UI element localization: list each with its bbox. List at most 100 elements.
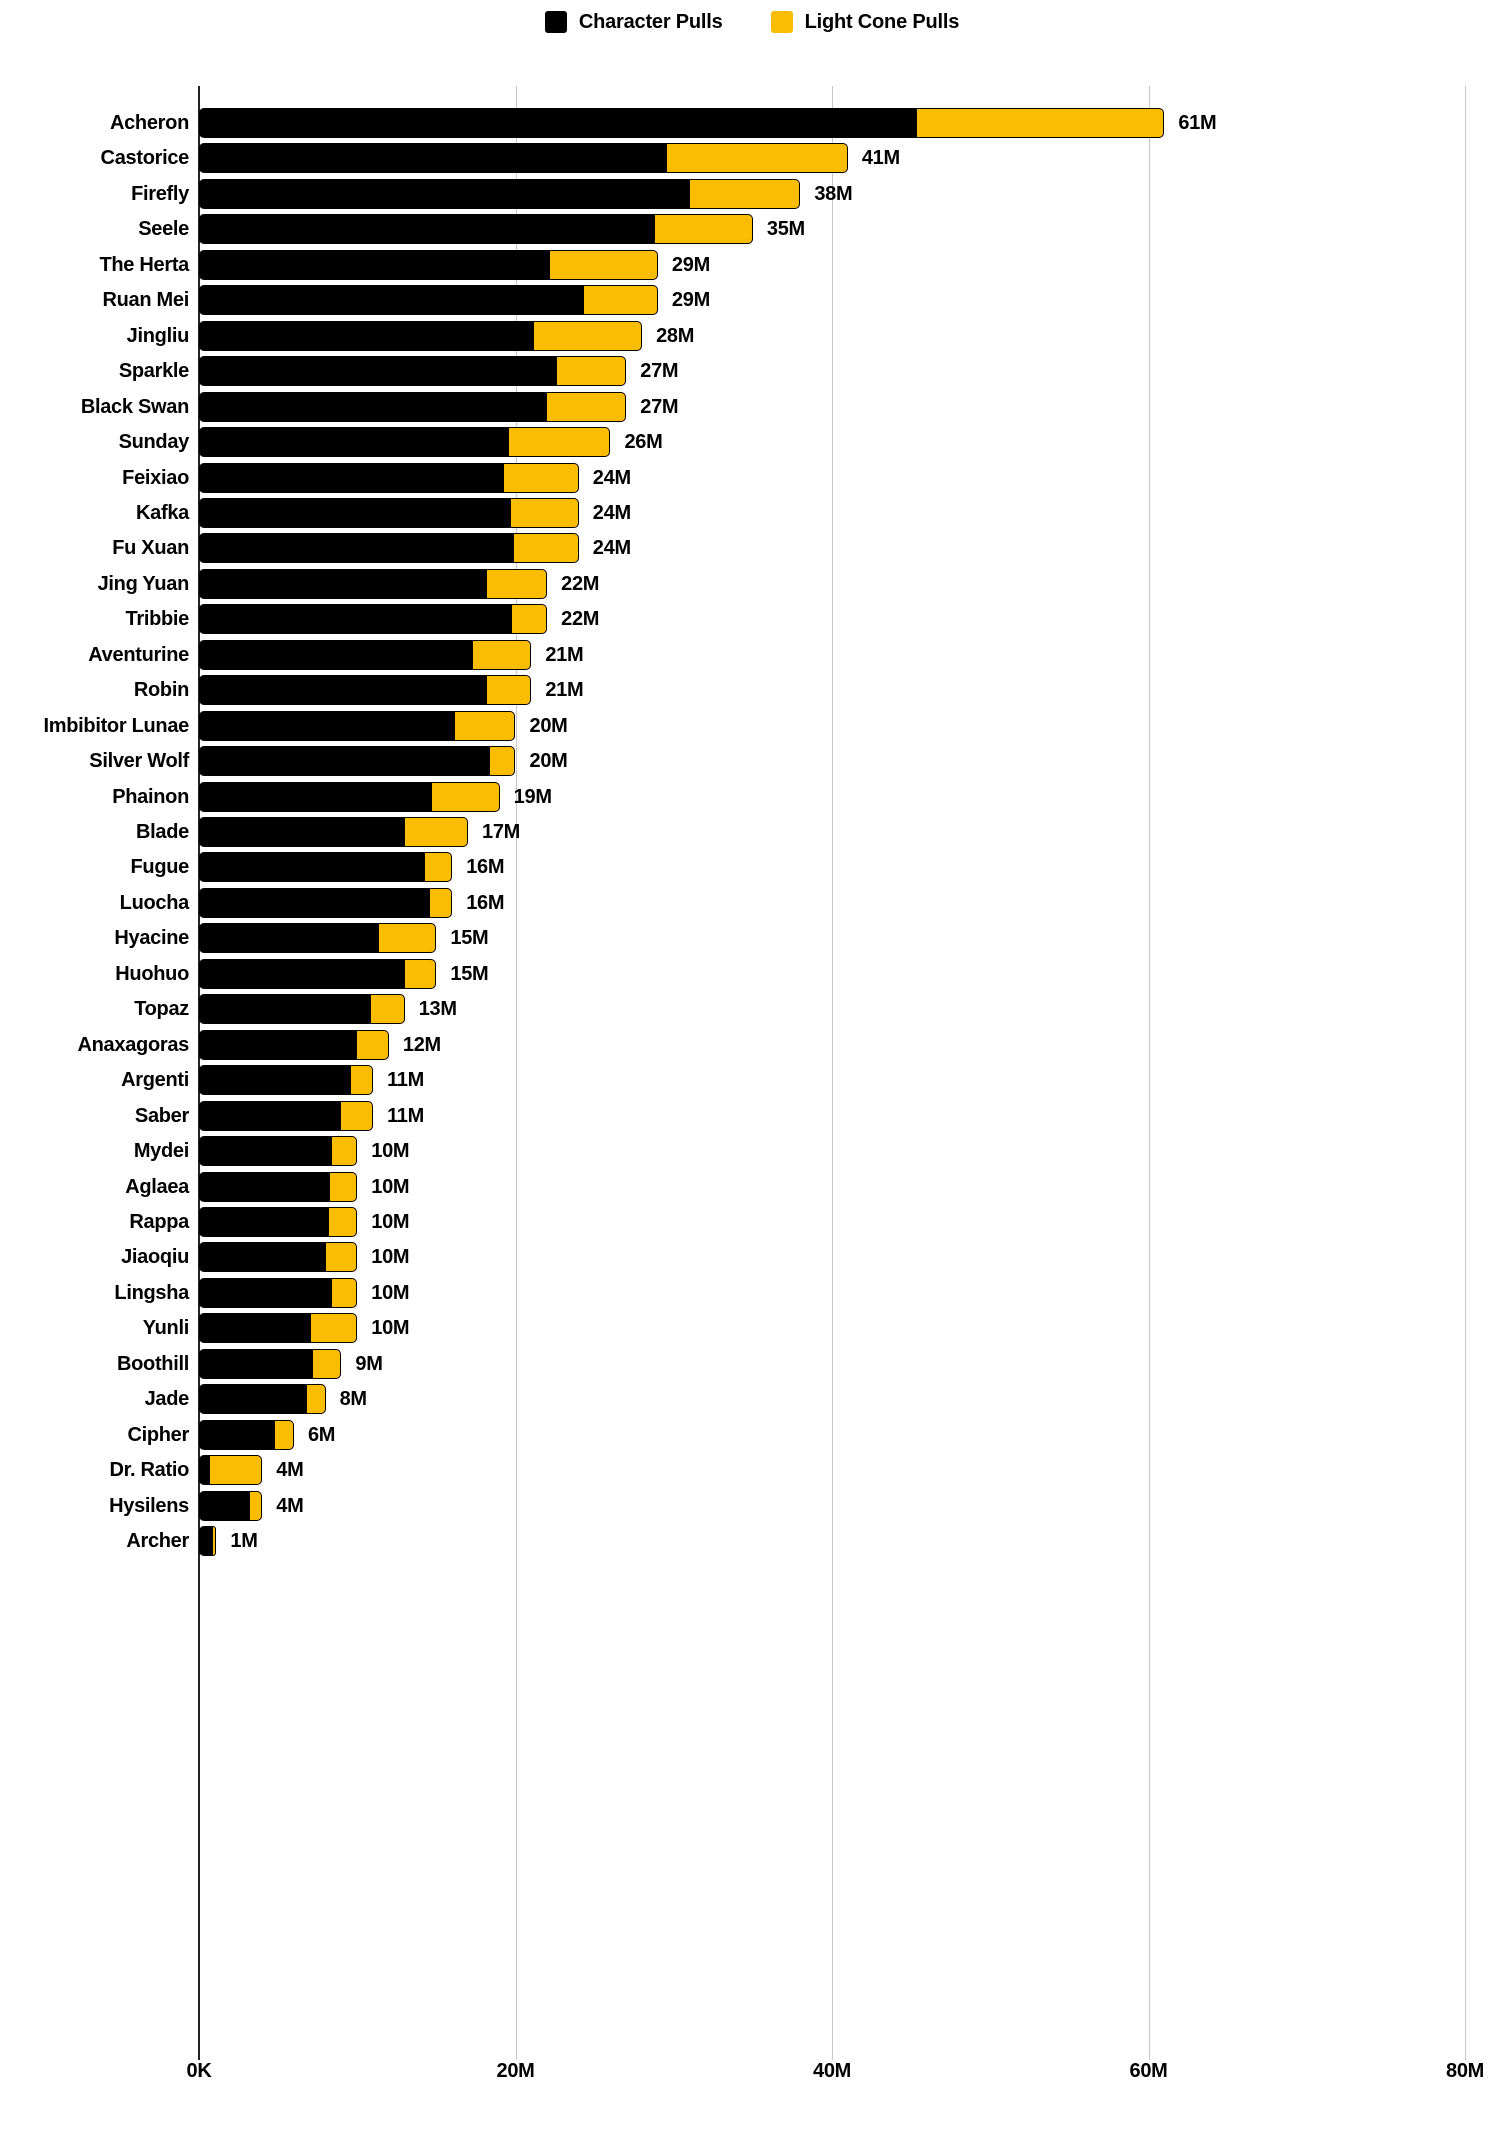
stacked-bar[interactable] — [199, 1490, 263, 1521]
segment-light-cone-pulls[interactable] — [490, 746, 516, 777]
segment-character-pulls[interactable] — [199, 1065, 351, 1096]
stacked-bar[interactable] — [199, 710, 516, 741]
segment-character-pulls[interactable] — [199, 781, 432, 812]
segment-light-cone-pulls[interactable] — [249, 1490, 263, 1521]
segment-light-cone-pulls[interactable] — [510, 497, 579, 528]
segment-character-pulls[interactable] — [199, 1171, 331, 1202]
segment-light-cone-pulls[interactable] — [547, 391, 627, 422]
bar-row[interactable]: Archer 1M — [126, 1526, 1465, 1556]
bar-row[interactable]: Lingsha 10M — [114, 1277, 1465, 1308]
bar-row[interactable]: Blade 17M — [136, 817, 1465, 847]
stacked-bar[interactable] — [199, 781, 500, 812]
stacked-bar[interactable] — [199, 958, 437, 989]
segment-light-cone-pulls[interactable] — [583, 285, 658, 316]
segment-character-pulls[interactable] — [199, 958, 405, 989]
segment-character-pulls[interactable] — [199, 462, 505, 493]
bar-row[interactable]: Tribbie 22M — [126, 604, 1465, 635]
bar-row[interactable]: Sparkle 27M — [119, 356, 1465, 387]
stacked-bar[interactable] — [199, 1242, 358, 1273]
bar-row[interactable]: Boothill 9M — [117, 1348, 1465, 1379]
bar-row[interactable]: Argenti 11M — [121, 1065, 1465, 1096]
bar-row[interactable]: The Herta 29M — [99, 249, 1465, 280]
stacked-bar[interactable] — [199, 533, 579, 564]
stacked-bar[interactable] — [199, 568, 548, 599]
bar-row[interactable]: Black Swan 27M — [81, 391, 1465, 422]
bar-row[interactable]: Imbibitor Lunae 20M — [43, 710, 1465, 741]
segment-light-cone-pulls[interactable] — [917, 108, 1165, 138]
segment-light-cone-pulls[interactable] — [550, 249, 658, 280]
bar-row[interactable]: Seele 35M — [138, 214, 1465, 245]
segment-character-pulls[interactable] — [199, 1526, 214, 1556]
segment-character-pulls[interactable] — [199, 320, 535, 351]
segment-character-pulls[interactable] — [199, 852, 426, 883]
segment-light-cone-pulls[interactable] — [556, 356, 627, 387]
stacked-bar[interactable] — [199, 1065, 374, 1096]
stacked-bar[interactable] — [199, 214, 753, 245]
bar-row[interactable]: Luocha 16M — [120, 887, 1465, 918]
segment-character-pulls[interactable] — [199, 1419, 275, 1450]
bar-row[interactable]: Sunday 26M — [119, 427, 1465, 458]
segment-character-pulls[interactable] — [199, 249, 551, 280]
segment-light-cone-pulls[interactable] — [431, 781, 500, 812]
segment-light-cone-pulls[interactable] — [311, 1313, 358, 1344]
segment-light-cone-pulls[interactable] — [487, 568, 548, 599]
bar-row[interactable]: Dr. Ratio 4M — [109, 1455, 1465, 1486]
segment-light-cone-pulls[interactable] — [330, 1171, 358, 1202]
segment-light-cone-pulls[interactable] — [430, 887, 453, 918]
segment-character-pulls[interactable] — [199, 568, 487, 599]
stacked-bar[interactable] — [199, 1100, 374, 1131]
bar-row[interactable]: Fugue 16M — [131, 852, 1465, 883]
segment-character-pulls[interactable] — [199, 1029, 358, 1060]
bar-row[interactable]: Firefly 38M — [131, 178, 1465, 209]
segment-light-cone-pulls[interactable] — [341, 1100, 374, 1131]
segment-light-cone-pulls[interactable] — [350, 1065, 374, 1096]
segment-light-cone-pulls[interactable] — [472, 639, 532, 670]
stacked-bar[interactable] — [199, 639, 532, 670]
segment-light-cone-pulls[interactable] — [504, 462, 579, 493]
segment-light-cone-pulls[interactable] — [513, 533, 579, 564]
segment-light-cone-pulls[interactable] — [306, 1384, 326, 1415]
segment-character-pulls[interactable] — [199, 1136, 332, 1167]
segment-character-pulls[interactable] — [199, 1100, 342, 1131]
bar-row[interactable]: Fu Xuan 24M — [112, 533, 1465, 564]
stacked-bar[interactable] — [199, 427, 611, 458]
segment-light-cone-pulls[interactable] — [274, 1419, 294, 1450]
segment-character-pulls[interactable] — [199, 497, 511, 528]
segment-light-cone-pulls[interactable] — [213, 1526, 217, 1556]
segment-light-cone-pulls[interactable] — [654, 214, 753, 245]
segment-light-cone-pulls[interactable] — [487, 675, 532, 706]
segment-light-cone-pulls[interactable] — [455, 710, 516, 741]
bar-row[interactable]: Silver Wolf 20M — [89, 746, 1465, 777]
segment-light-cone-pulls[interactable] — [512, 604, 548, 635]
segment-character-pulls[interactable] — [199, 887, 431, 918]
bar-row[interactable]: Mydei 10M — [134, 1136, 1465, 1167]
bar-row[interactable]: Feixiao 24M — [122, 462, 1465, 493]
bar-row[interactable]: Topaz 13M — [134, 994, 1465, 1025]
stacked-bar[interactable] — [199, 285, 658, 316]
bar-row[interactable]: Robin 21M — [134, 675, 1465, 706]
stacked-bar[interactable] — [199, 1136, 358, 1167]
segment-character-pulls[interactable] — [199, 1384, 307, 1415]
bar-row[interactable]: Jing Yuan 22M — [98, 568, 1465, 599]
segment-character-pulls[interactable] — [199, 391, 548, 422]
segment-character-pulls[interactable] — [199, 1348, 313, 1379]
stacked-bar[interactable] — [199, 249, 658, 280]
stacked-bar[interactable] — [199, 462, 579, 493]
stacked-bar[interactable] — [199, 143, 848, 174]
bar-row[interactable]: Huohuo 15M — [115, 958, 1465, 989]
stacked-bar[interactable] — [199, 1384, 326, 1415]
segment-light-cone-pulls[interactable] — [328, 1206, 358, 1237]
bar-row[interactable]: Aventurine 21M — [88, 639, 1465, 670]
stacked-bar[interactable] — [199, 391, 627, 422]
segment-character-pulls[interactable] — [199, 923, 380, 954]
stacked-bar[interactable] — [199, 1526, 217, 1556]
segment-light-cone-pulls[interactable] — [425, 852, 453, 883]
segment-character-pulls[interactable] — [199, 639, 473, 670]
segment-light-cone-pulls[interactable] — [331, 1136, 358, 1167]
stacked-bar[interactable] — [199, 994, 405, 1025]
segment-character-pulls[interactable] — [199, 214, 655, 245]
stacked-bar[interactable] — [199, 497, 579, 528]
segment-light-cone-pulls[interactable] — [371, 994, 405, 1025]
segment-character-pulls[interactable] — [199, 427, 510, 458]
stacked-bar[interactable] — [199, 1419, 294, 1450]
